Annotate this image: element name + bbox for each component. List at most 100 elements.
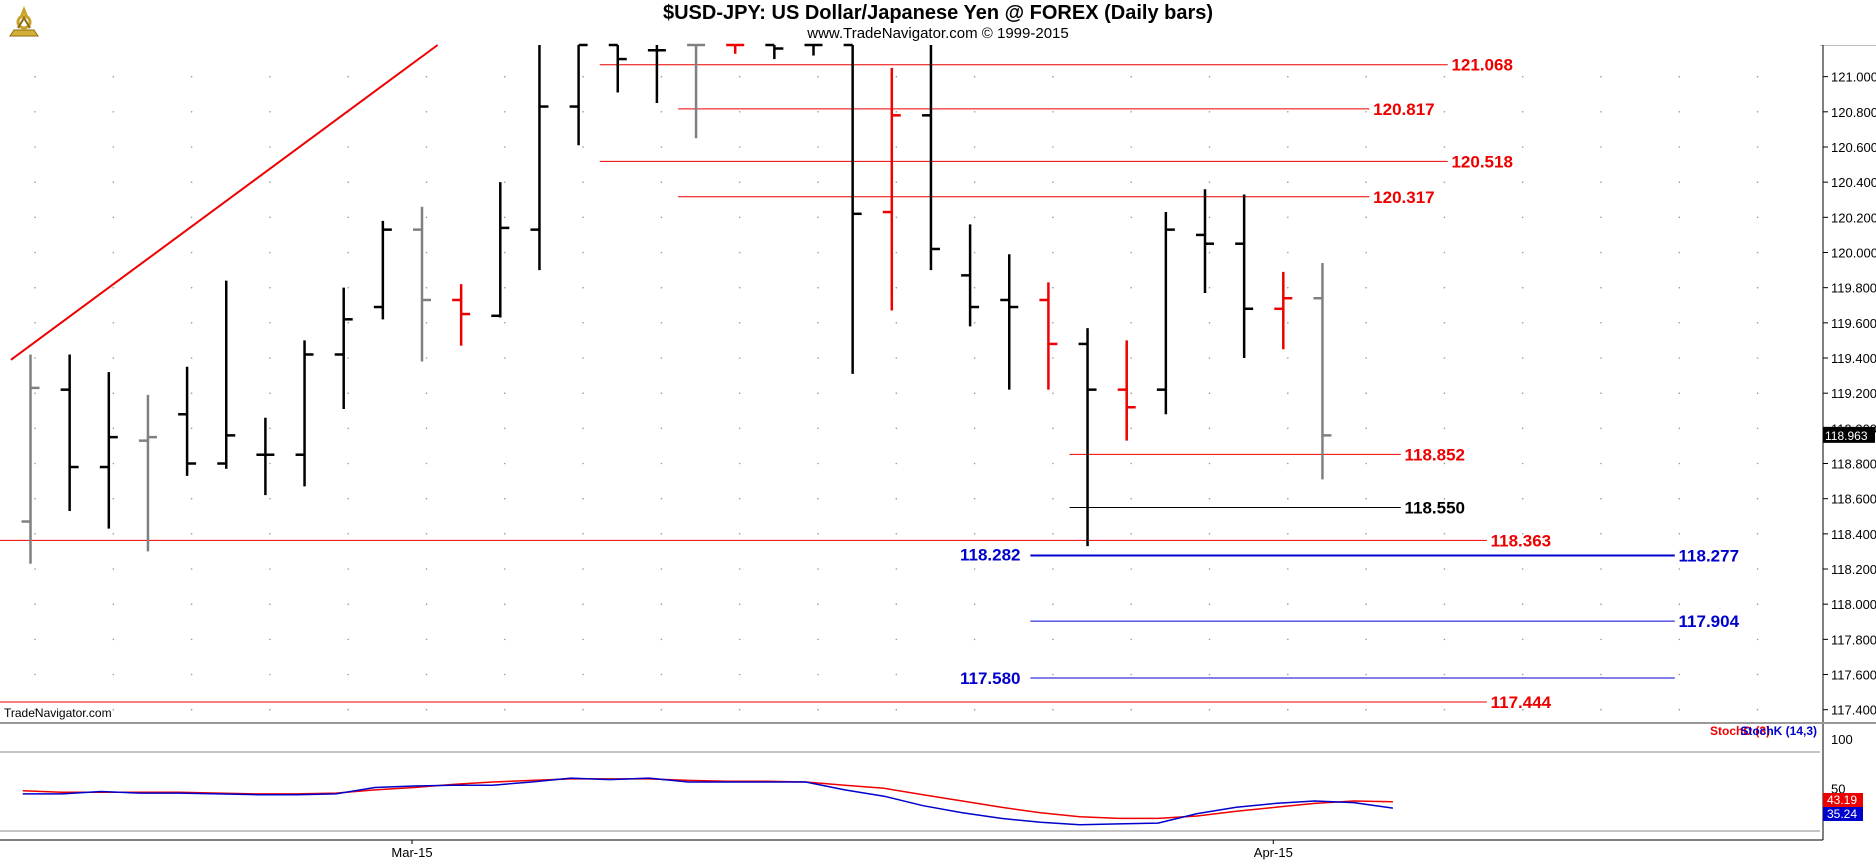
grid-dot	[1756, 322, 1759, 324]
grid-dot	[973, 568, 976, 570]
grid-dot	[504, 427, 506, 430]
grid-dot	[1600, 216, 1602, 219]
grid-dot	[817, 111, 819, 113]
grid-dot	[660, 322, 663, 324]
stoch-k-value: 35.24	[1827, 807, 1857, 821]
grid-dot	[112, 673, 115, 676]
grid-dot	[582, 427, 584, 430]
price-bar	[804, 43, 823, 56]
grid-dot	[504, 462, 506, 465]
grid-dot	[1678, 568, 1681, 570]
grid-dot	[1443, 181, 1446, 183]
grid-dot	[1052, 497, 1054, 500]
grid-dot	[190, 603, 193, 605]
grid-dot	[660, 146, 663, 148]
grid-dot	[425, 251, 428, 254]
grid-dot	[1287, 251, 1289, 254]
price-bar	[1078, 328, 1097, 547]
grid-dot	[1287, 638, 1289, 641]
grid-dot	[1756, 75, 1759, 78]
grid-dot	[190, 568, 193, 570]
grid-dot	[1208, 146, 1211, 148]
grid-dot	[895, 251, 898, 254]
grid-dot	[1052, 603, 1054, 605]
grid-dot	[1521, 251, 1524, 254]
grid-dot	[112, 322, 115, 324]
level-label: 121.068	[1451, 56, 1512, 75]
grid-dot	[582, 392, 584, 395]
grid-dot	[1443, 673, 1446, 676]
price-bar	[765, 43, 784, 60]
stoch-series-line	[22, 777, 1394, 826]
grid-dot	[1600, 497, 1602, 500]
price-plot-area	[0, 45, 1820, 722]
grid-dot	[112, 462, 115, 465]
grid-dot	[1287, 462, 1289, 465]
grid-dot	[1365, 638, 1367, 641]
grid-dot	[1521, 322, 1524, 324]
grid-dot	[1678, 603, 1681, 605]
grid-dot	[1052, 75, 1054, 78]
chart-title: $USD-JPY: US Dollar/Japanese Yen @ FOREX…	[662, 2, 1214, 24]
grid-dot	[1365, 708, 1367, 711]
y-tick-label: 118.000	[1831, 597, 1876, 612]
grid-dot	[34, 286, 36, 289]
grid-dot	[347, 708, 350, 711]
grid-dot	[347, 392, 350, 395]
grid-dot	[1208, 708, 1211, 711]
price-bar	[295, 340, 314, 487]
grid-dot	[112, 216, 115, 219]
grid-dot	[1756, 533, 1759, 535]
grid-dot	[504, 111, 506, 113]
grid-dot	[660, 462, 663, 465]
grid-dot	[1600, 603, 1602, 605]
grid-dot	[1678, 322, 1681, 324]
grid-dot	[504, 638, 506, 641]
grid-dot	[347, 497, 350, 500]
grid-dot	[112, 146, 115, 148]
grid-dot	[1678, 427, 1681, 430]
grid-dot	[1521, 181, 1524, 183]
grid-dot	[34, 111, 36, 113]
grid-dot	[582, 603, 584, 605]
grid-dot	[738, 603, 741, 605]
y-tick-label: 119.800	[1831, 281, 1876, 296]
grid-dot	[895, 286, 898, 289]
grid-dot	[1365, 603, 1367, 605]
grid-dot	[1600, 75, 1602, 78]
grid-dot	[347, 568, 350, 570]
grid-dot	[895, 673, 898, 676]
grid-dot	[1208, 111, 1211, 113]
grid-dot	[582, 357, 584, 359]
grid-dot	[504, 603, 506, 605]
grid-dot	[817, 673, 819, 676]
price-bar	[921, 45, 940, 271]
grid-dot	[1756, 216, 1759, 219]
grid-dot	[660, 603, 663, 605]
grid-dot	[504, 322, 506, 324]
grid-dot	[738, 673, 741, 676]
grid-dot	[425, 497, 428, 500]
grid-dot	[1130, 392, 1132, 395]
grid-dot	[817, 462, 819, 465]
grid-dot	[1287, 286, 1289, 289]
y-tick-label: 120.000	[1831, 245, 1876, 260]
grid-dot	[1756, 497, 1759, 500]
grid-dot	[1052, 286, 1054, 289]
grid-dot	[269, 251, 271, 254]
grid-dot	[660, 181, 663, 183]
grid-dot	[1678, 75, 1681, 78]
grid-dot	[269, 286, 271, 289]
grid-dot	[582, 568, 584, 570]
grid-dot	[1208, 392, 1211, 395]
grid-dot	[973, 286, 976, 289]
grid-dot	[112, 111, 115, 113]
price-bar	[452, 284, 471, 346]
grid-dot	[504, 708, 506, 711]
grid-dot	[190, 251, 193, 254]
grid-dot	[1208, 181, 1211, 183]
grid-dot	[973, 497, 976, 500]
grid-dot	[1600, 708, 1602, 711]
y-tick-label: 120.400	[1831, 175, 1876, 190]
